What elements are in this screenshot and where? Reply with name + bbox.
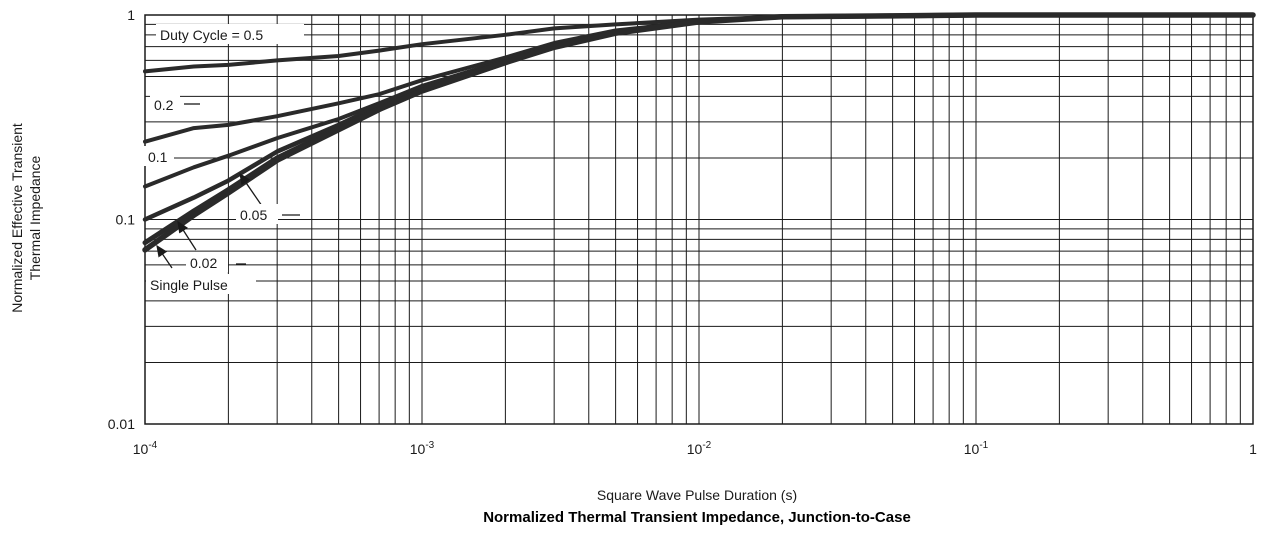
annotation-background — [146, 274, 256, 294]
y-tick-label: 0.01 — [108, 416, 135, 432]
annotation-arrow — [239, 172, 263, 207]
annotation-label: 0.2 — [154, 97, 174, 113]
annotation-background — [150, 94, 180, 114]
x-tick-label: 10-1 — [964, 440, 989, 457]
annotation-label: Duty Cycle = 0.5 — [160, 27, 263, 43]
annotation-label: 0.02 — [190, 255, 217, 271]
annotation-background — [144, 146, 174, 166]
y-tick-label: 0.1 — [116, 212, 136, 228]
annotation-labels: Duty Cycle = 0.5 0.2 0.1 0.05 0.02 Single Pul… — [144, 24, 304, 294]
chart-title: Normalized Thermal Transient Impedance, … — [483, 509, 911, 526]
annotation-background — [186, 252, 228, 272]
x-tick-label: 10-2 — [687, 440, 712, 457]
annotation-arrow — [177, 220, 197, 251]
x-tick-label: 10-4 — [133, 440, 158, 457]
y-axis-label-line2: Thermal Impedance — [27, 156, 43, 281]
x-axis-label: Square Wave Pulse Duration (s) — [597, 487, 797, 503]
annotation-arrows — [156, 103, 300, 269]
annotation-label: 0.05 — [240, 207, 267, 223]
grid-lines — [144, 14, 1254, 425]
tick-labels: 10-4 10-3 10-2 10-1 1 0.01 0.1 1 — [108, 7, 1257, 457]
y-tick-label: 1 — [127, 7, 135, 23]
annotation-label: 0.1 — [148, 149, 168, 165]
x-tick-label: 1 — [1249, 441, 1257, 457]
x-tick-label: 10-3 — [410, 440, 435, 457]
annotation-background — [236, 204, 278, 224]
annotation-background — [156, 24, 304, 44]
y-axis-label-line1: Normalized Effective Transient — [9, 123, 25, 313]
annotation-label: Single Pulse — [150, 277, 228, 293]
annotation-arrow — [156, 244, 173, 269]
